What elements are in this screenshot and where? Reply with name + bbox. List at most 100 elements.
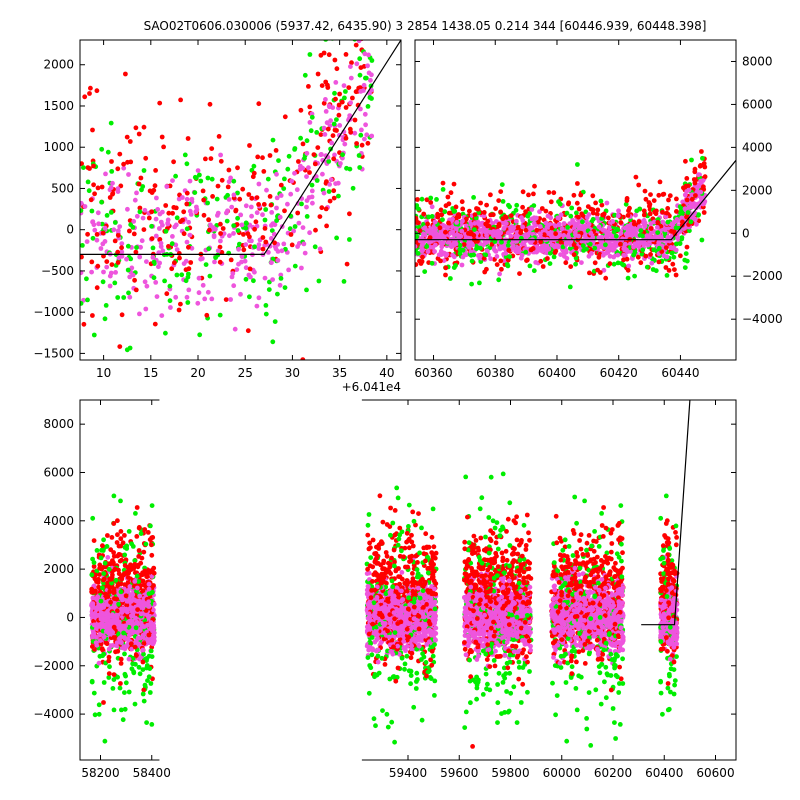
data-point [549,242,555,248]
data-point [339,99,345,105]
data-point [590,216,596,222]
data-point [304,138,310,144]
data-point [674,196,679,202]
data-point [343,135,349,141]
data-point [648,252,653,257]
data-point [511,245,516,251]
data-point [119,707,124,713]
data-point [670,261,676,267]
data-point [558,252,563,257]
data-point [115,249,121,255]
data-point [492,239,498,245]
data-point [136,641,142,647]
data-point [263,239,269,245]
data-point [163,228,169,234]
data-point [626,263,632,269]
data-point [111,227,117,233]
data-point [179,272,185,278]
data-point [214,223,220,228]
data-point [607,242,612,248]
data-point [607,225,613,231]
data-point [459,228,465,234]
data-point [561,233,567,238]
data-point [142,279,148,285]
data-point [683,251,689,256]
data-point [620,236,625,242]
data-point [256,202,261,207]
scatter-points [80,40,375,360]
data-point [247,143,252,148]
data-point [460,206,466,212]
data-point [115,189,121,195]
data-point [108,210,114,215]
data-point [262,217,268,223]
data-point [121,165,127,171]
data-point [525,213,531,219]
data-point [618,220,624,225]
data-point [180,217,186,223]
x-tick-label: 60360 [414,366,452,380]
data-point [535,219,541,225]
data-point [107,664,112,670]
data-point [192,190,198,196]
data-point [347,237,352,242]
data-point [177,255,182,261]
data-point [151,583,156,588]
data-point [97,565,103,571]
data-point [89,208,95,214]
data-point [569,205,575,211]
data-point [265,176,271,182]
data-point [319,83,325,88]
data-point [128,613,134,619]
data-point [224,218,230,224]
data-point [121,644,127,649]
data-point [89,679,95,685]
data-point [130,609,135,614]
data-point [147,666,153,671]
data-point [621,262,627,268]
data-point [357,56,363,62]
data-point [415,218,419,224]
data-point [377,493,383,499]
data-point [185,300,191,305]
data-point [96,711,102,717]
data-point [160,209,165,215]
data-point [309,194,315,200]
data-point [187,232,193,238]
data-point [226,197,232,202]
data-point [107,561,113,566]
data-point [105,580,110,586]
data-point [151,259,157,265]
data-point [137,311,142,317]
data-point [604,237,610,243]
data-point [656,240,662,246]
data-point [247,294,252,300]
y-tick-label: −1000 [33,305,74,319]
data-point [94,607,99,612]
data-point [126,632,132,638]
data-point [344,261,350,267]
data-point [546,246,552,252]
data-point [624,247,629,253]
data-point [539,206,545,211]
data-point [506,247,512,253]
data-point [90,601,96,606]
data-point [335,180,341,186]
data-point [425,221,430,227]
data-point [584,223,590,229]
data-point [452,232,457,238]
data-point [359,142,365,148]
data-point [525,257,530,263]
data-point [126,172,131,177]
data-point [364,132,370,138]
data-point [651,198,657,204]
data-point [320,171,325,177]
data-point [632,273,637,279]
data-point [528,247,534,253]
data-point [301,241,307,247]
data-point [125,588,131,593]
data-point [200,282,206,288]
data-point [111,493,117,499]
data-point [692,166,698,172]
data-point [448,276,453,281]
